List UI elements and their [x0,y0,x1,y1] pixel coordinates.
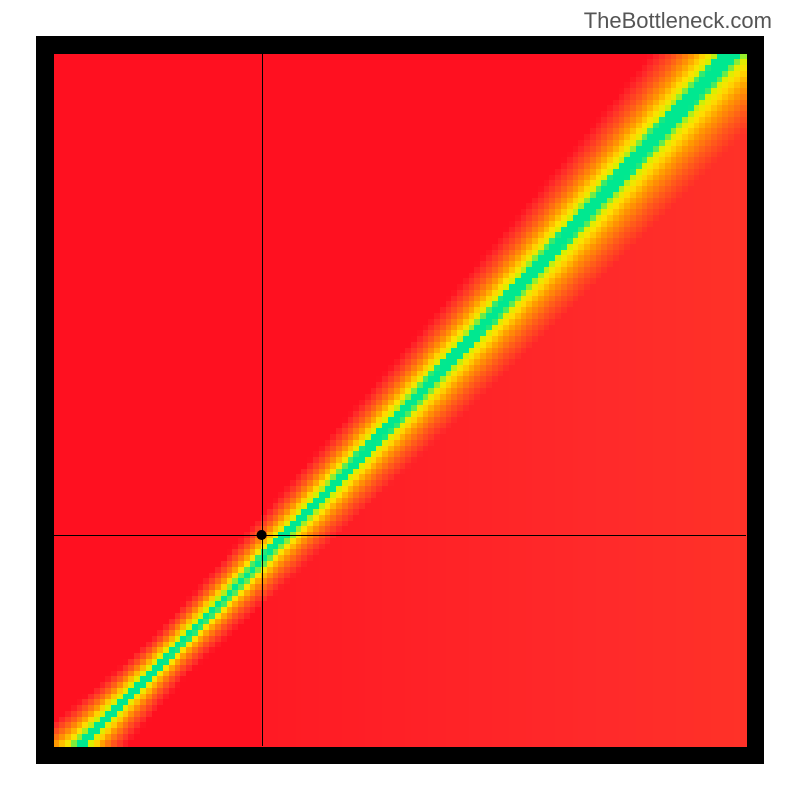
bottleneck-heatmap [36,36,764,764]
heatmap-canvas [36,36,764,764]
watermark-text: TheBottleneck.com [584,8,772,34]
